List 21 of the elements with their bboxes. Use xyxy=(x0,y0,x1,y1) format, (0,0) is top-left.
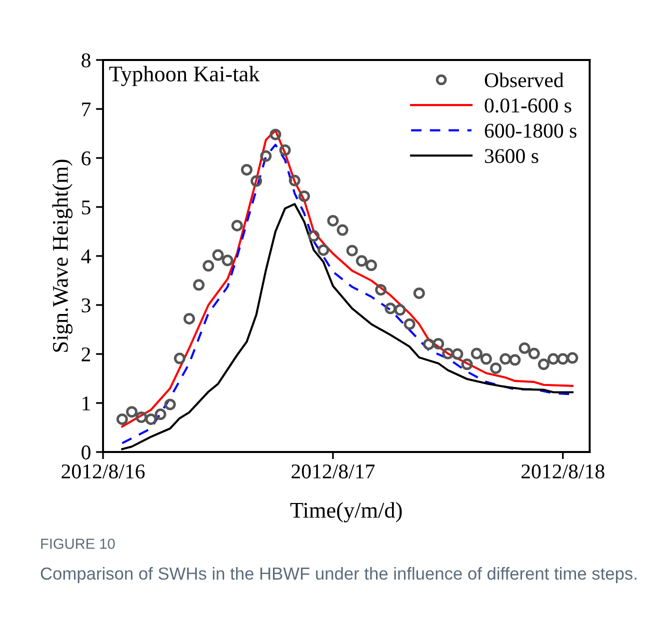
y-tick-label: 3 xyxy=(82,298,90,312)
y-tick-label: 1 xyxy=(82,396,90,410)
text: Comparison of SWHs in the HBWF under the influence of different time steps. xyxy=(40,567,636,584)
y-tick-label: 2 xyxy=(82,347,90,362)
legend-label: 600-1800 s xyxy=(484,124,576,138)
legend-label: 0.01-600 s xyxy=(484,98,572,113)
x-tick-label: 2012/8/17 xyxy=(292,464,375,478)
legend-label: 3600 s xyxy=(485,149,538,164)
x-tick-label: 2012/8/18 xyxy=(522,464,604,478)
y-tick-label: 0 xyxy=(82,445,90,460)
x-tick-label: 2012/8/16 xyxy=(62,464,145,478)
caption: FIGURE 10 xyxy=(41,538,115,549)
legend-label: Observed xyxy=(484,72,564,88)
y-axis-title: Sign.Wave Height(m) xyxy=(52,160,72,352)
y-tick-label: 8 xyxy=(82,53,90,68)
x-axis-title: Time(y/m/d) xyxy=(290,502,402,522)
y-tick-label: 4 xyxy=(81,250,91,264)
y-tick-label: 7 xyxy=(82,102,91,116)
y-tick-label: 5 xyxy=(82,200,90,214)
annotation: Typhoon Kai-tak xyxy=(109,66,260,86)
y-tick-label: 6 xyxy=(82,151,91,166)
